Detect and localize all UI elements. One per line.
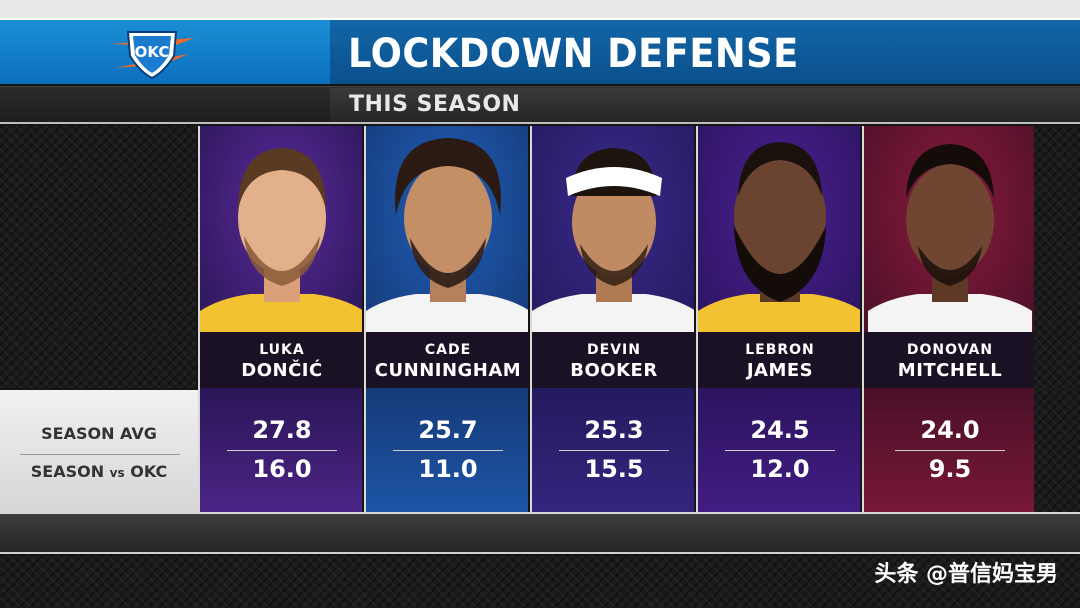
bottom-bar [0, 514, 1080, 554]
player-photo [200, 148, 362, 332]
player-nameplate [532, 332, 694, 388]
player-first-name: DONOVAN [906, 342, 994, 358]
beard-shape [580, 244, 648, 286]
player-photo [698, 142, 860, 332]
player-column-mitchell: DONOVAN MITCHELL 24.0 9.5 [862, 126, 1034, 512]
player-last-name: JAMES [746, 360, 814, 381]
jersey-shape [532, 294, 694, 332]
player-season-vs-okc: 11.0 [418, 455, 478, 483]
beard-shape [734, 226, 826, 302]
face-shape [404, 162, 492, 274]
logo-shield-inner [133, 36, 171, 73]
player-season-vs-okc: 15.5 [584, 455, 644, 483]
face-shape [906, 164, 994, 276]
row-label-divider [20, 454, 180, 455]
player-last-name: BOOKER [570, 360, 658, 381]
player-nameplate [200, 332, 362, 388]
player-season-avg: 24.5 [750, 416, 810, 444]
sub-title-panel [330, 88, 1080, 122]
row-label-panel [0, 390, 198, 512]
beard-shape [244, 236, 320, 286]
player-season-avg: 27.8 [252, 416, 312, 444]
row-label-vs-prefix: SEASON [30, 462, 105, 481]
bottom-carbon-panel [0, 556, 1080, 608]
right-carbon-panel-lower [1034, 388, 1080, 512]
headband-shape [566, 167, 662, 196]
player-season-vs-okc: 12.0 [750, 455, 810, 483]
jersey-shape [366, 294, 528, 332]
beard-shape [410, 238, 486, 288]
player-season-vs-okc: 16.0 [252, 455, 312, 483]
stat-divider [393, 450, 503, 451]
player-last-name: CUNNINGHAM [374, 360, 522, 381]
player-season-avg: 25.3 [584, 416, 644, 444]
player-last-name: DONČIĆ [241, 360, 323, 381]
page-subtitle: THIS SEASON [349, 92, 521, 117]
jersey-shape [868, 294, 1032, 332]
stat-divider [227, 450, 337, 451]
player-first-name: DEVIN [587, 342, 641, 358]
player-nameplate [864, 332, 1034, 388]
stat-divider [725, 450, 835, 451]
hair-shape [238, 148, 326, 210]
row-label-vs-team: OKC [130, 462, 168, 481]
top-strip [0, 0, 1080, 18]
player-last-name: MITCHELL [897, 360, 1003, 381]
hair-shape [395, 138, 501, 216]
stat-divider [559, 450, 669, 451]
player-season-avg: 25.7 [418, 416, 478, 444]
player-column-booker: DEVIN BOOKER 25.3 15.5 [530, 126, 694, 512]
player-photo [868, 144, 1032, 332]
player-nameplate [366, 332, 528, 388]
page-title: LOCKDOWN DEFENSE [348, 31, 799, 77]
jersey-shape [200, 294, 362, 332]
player-photo [532, 148, 694, 332]
hair-shape [906, 144, 994, 198]
row-label-vs-word: vs [109, 466, 125, 480]
player-first-name: LEBRON [745, 342, 815, 358]
okc-thunder-logo: OKC [110, 31, 194, 80]
player-column-cunningham: CADE CUNNINGHAM 25.7 11.0 [364, 126, 528, 512]
watermark-text: 头条 @普信妈宝男 [874, 562, 1058, 587]
right-carbon-panel [1034, 126, 1080, 388]
player-nameplate [698, 332, 860, 388]
row-label-season-vs-okc: SEASON vs OKC [0, 462, 198, 481]
header-title-panel [330, 20, 1080, 84]
player-first-name: CADE [424, 342, 472, 358]
face-shape [734, 158, 826, 274]
stat-divider [895, 450, 1005, 451]
player-season-avg: 24.0 [920, 416, 980, 444]
beard-shape [918, 246, 982, 286]
logo-text: OKC [135, 43, 170, 61]
player-column-doncic: LUKA DONČIĆ 27.8 16.0 [198, 126, 362, 512]
hair-shape [738, 142, 822, 196]
jersey-shape [698, 294, 860, 332]
player-season-vs-okc: 9.5 [928, 455, 972, 483]
face-shape [238, 162, 326, 274]
left-carbon-panel [0, 126, 196, 388]
player-photo [366, 138, 528, 332]
player-first-name: LUKA [259, 342, 305, 358]
player-column-james: LEBRON JAMES 24.5 12.0 [696, 126, 860, 512]
row-label-season-avg: SEASON AVG [41, 424, 157, 443]
bottom-divider-line [0, 512, 1080, 514]
